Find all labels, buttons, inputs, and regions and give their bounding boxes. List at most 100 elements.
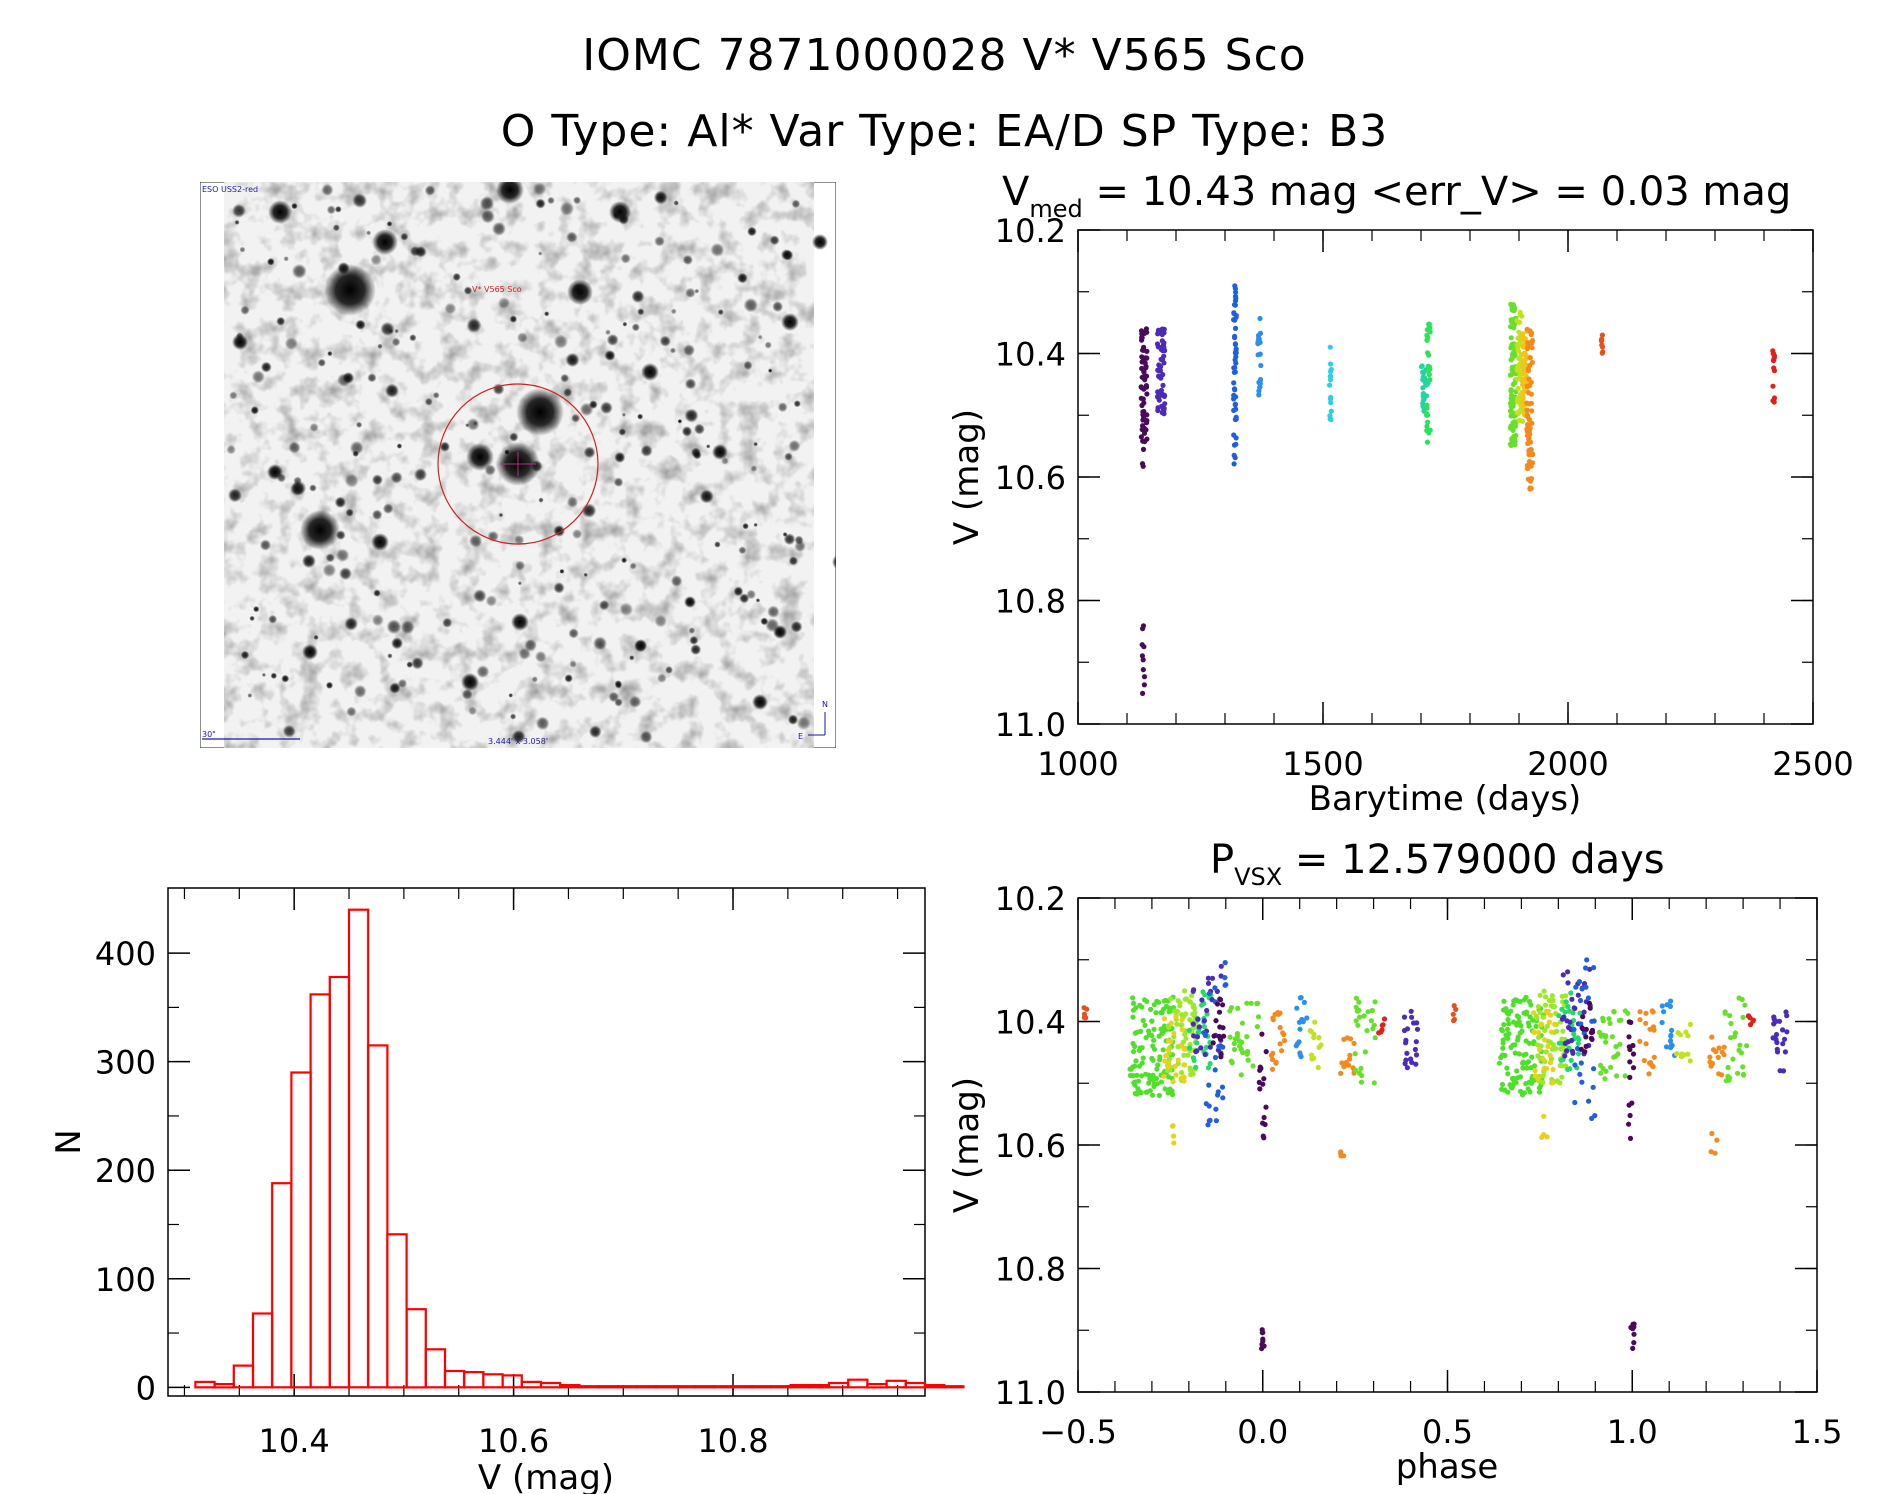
phased-point	[1261, 1114, 1267, 1121]
sky-star	[606, 333, 619, 346]
sky-star	[371, 613, 384, 627]
phased-point	[1222, 975, 1228, 981]
phased-point	[1195, 1016, 1201, 1022]
phased-point	[1526, 1040, 1532, 1046]
phased-point	[1263, 1049, 1269, 1055]
lightcurve-point	[1327, 373, 1334, 379]
phased-point	[1776, 1018, 1783, 1024]
lightcurve-point	[1520, 393, 1526, 399]
lightcurve-point	[1525, 390, 1531, 396]
phased-point	[1499, 1081, 1506, 1088]
lightcurve-point	[1600, 349, 1606, 355]
histogram-plot-area	[167, 887, 926, 1397]
phased-point	[1166, 1056, 1172, 1062]
phased-point	[1182, 1062, 1188, 1068]
sky-star	[498, 296, 511, 310]
sky-star	[283, 256, 289, 262]
histogram-xtick-label: 10.8	[697, 1422, 768, 1460]
sky-star	[634, 639, 648, 652]
phased-point	[1646, 1071, 1652, 1077]
lightcurve-point	[1771, 395, 1778, 401]
phased-point	[1713, 1049, 1719, 1055]
phased-point	[1583, 984, 1589, 990]
phased-point	[1156, 1092, 1162, 1099]
phased-point	[1550, 1066, 1556, 1073]
sky-star	[380, 321, 395, 337]
phased-point	[1205, 980, 1212, 987]
phased-point	[1591, 1066, 1597, 1072]
phased-point	[1536, 1089, 1543, 1095]
phased-point	[1516, 1014, 1522, 1020]
sky-star	[452, 272, 461, 282]
phased-point	[1580, 1014, 1586, 1020]
lightcurve-point	[1231, 380, 1237, 386]
phased-point	[1508, 1084, 1514, 1091]
sky-star	[414, 468, 428, 482]
sky-star	[491, 221, 507, 236]
lightcurve-point	[1141, 414, 1147, 420]
phased-point	[1674, 1051, 1680, 1057]
lightcurve-point	[1599, 332, 1605, 338]
phased-point	[1505, 1017, 1511, 1023]
histogram-bar	[232, 1364, 255, 1389]
phased-point	[1524, 1009, 1530, 1015]
phased-point	[1409, 1059, 1415, 1065]
phased-point	[1603, 1039, 1609, 1045]
sky-star-bright	[302, 644, 318, 660]
lightcurve-point	[1233, 354, 1239, 360]
sky-star	[688, 627, 696, 634]
lightcurve-point	[1598, 338, 1605, 344]
phased-point	[1567, 1066, 1573, 1072]
phased-point	[1659, 1019, 1665, 1026]
sky-star	[737, 272, 748, 284]
sky-star	[337, 262, 350, 275]
sky-star	[371, 509, 383, 521]
phased-point	[1542, 1027, 1548, 1033]
sky-star	[276, 316, 286, 326]
lightcurve-point	[1420, 374, 1426, 380]
phased-point	[1571, 1005, 1577, 1011]
sky-star	[670, 308, 677, 315]
phased-point	[1650, 1009, 1656, 1015]
lightcurve-point	[1514, 410, 1520, 416]
lightcurve-point	[1526, 436, 1532, 443]
lightcurve-point	[1508, 388, 1514, 394]
phased-point	[1281, 1031, 1287, 1038]
phased-point	[1201, 1018, 1207, 1024]
lightcurve-point	[1427, 329, 1433, 335]
lightcurve-point	[1529, 420, 1535, 426]
phased-point	[1214, 1001, 1221, 1007]
phased-point	[1579, 1079, 1585, 1085]
phased-point	[1627, 1074, 1633, 1080]
phased-point	[1187, 1067, 1194, 1073]
phased-point	[1132, 1043, 1138, 1050]
histogram-bar	[367, 1044, 389, 1389]
lightcurve-title-main: V	[1002, 169, 1030, 215]
phased-point	[1318, 1042, 1324, 1048]
phased-point	[1142, 1022, 1148, 1028]
phased-point	[1505, 1035, 1511, 1041]
histogram-bar	[290, 1071, 312, 1389]
phased-point	[1409, 1014, 1415, 1020]
phased-point	[1356, 1070, 1362, 1076]
sky-star	[604, 349, 616, 361]
phased-point	[1185, 1052, 1191, 1058]
phased-point	[1549, 993, 1555, 999]
sky-star	[253, 605, 260, 613]
sky-star	[479, 196, 495, 211]
phased-point	[1199, 1002, 1205, 1008]
sky-star	[344, 473, 359, 488]
phased-point	[1535, 1076, 1541, 1082]
phased-point	[1661, 1009, 1667, 1015]
lightcurve-point	[1139, 354, 1145, 360]
lightcurve-point	[1524, 407, 1530, 413]
phased-point	[1151, 1002, 1157, 1008]
phased-point	[1130, 1000, 1137, 1007]
lightcurve-point	[1507, 441, 1514, 447]
phased-point	[1587, 966, 1593, 972]
sky-star	[480, 209, 495, 224]
phased-point	[1626, 1121, 1632, 1127]
phased-point	[1190, 1071, 1196, 1077]
phased-point	[1451, 1016, 1457, 1023]
sky-star	[346, 706, 357, 717]
